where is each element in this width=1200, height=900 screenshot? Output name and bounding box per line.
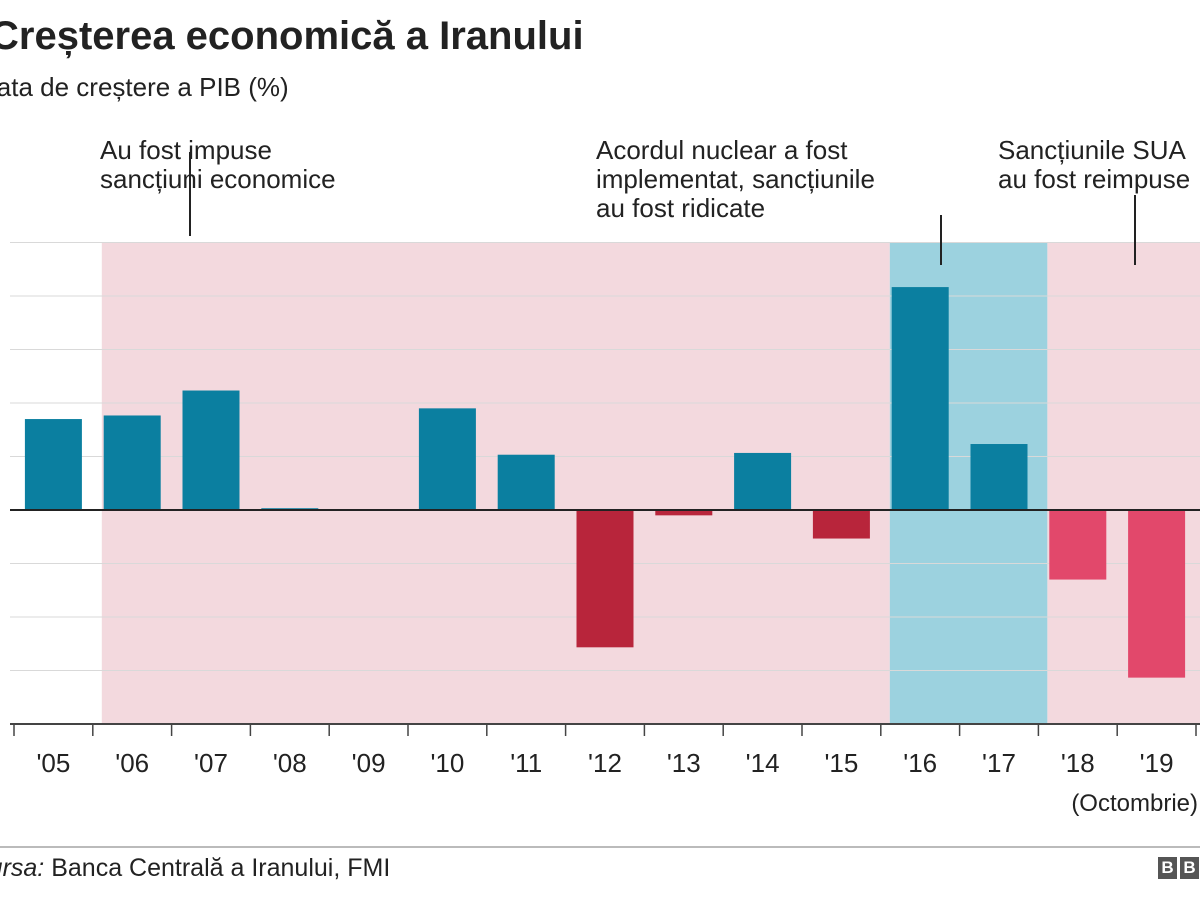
forecast-note: (Octombrie): [1071, 790, 1198, 817]
x-tick-label: '17: [982, 748, 1016, 778]
bar-12: [576, 510, 634, 648]
source: Sursa: Banca Centrală a Iranului, FMI: [0, 854, 390, 883]
bar-15: [812, 510, 870, 539]
x-tick-label: '06: [115, 748, 149, 778]
bar-10: [418, 408, 476, 510]
annotation-sanctions: Au fost impuse sancțiuni economice: [100, 136, 336, 194]
annotation-line: au fost ridicate: [596, 193, 766, 223]
x-tick-label: '05: [36, 748, 70, 778]
x-tick-label: '09: [352, 748, 386, 778]
x-tick-label: '18: [1061, 748, 1095, 778]
footer-divider: [0, 846, 1200, 848]
bar-05: [24, 419, 82, 510]
chart-subtitle: Rata de creștere a PIB (%): [0, 72, 289, 102]
bar-13: [655, 510, 713, 516]
x-tick-label: '16: [903, 748, 937, 778]
x-tick-label: '11: [510, 748, 542, 778]
x-tick-label: '10: [430, 748, 464, 778]
bbc-logo: BBC: [1158, 857, 1200, 879]
x-tick-label: '19: [1140, 748, 1174, 778]
chart-title: Creșterea economică a Iranului: [0, 14, 584, 58]
bar-14: [734, 452, 792, 510]
bar-11: [497, 454, 555, 510]
bar-16: [891, 287, 949, 510]
bar-17: [970, 444, 1028, 510]
annotation-line: au fost reimpuse: [998, 164, 1191, 194]
x-tick-label: '07: [194, 748, 228, 778]
source-label: Sursa:: [0, 854, 45, 882]
x-tick-label: '15: [824, 748, 858, 778]
x-tick-label: '14: [746, 748, 780, 778]
source-text: Banca Centrală a Iranului, FMI: [44, 854, 391, 882]
bar-18: [1049, 510, 1107, 580]
bar-19: [1128, 510, 1186, 678]
annotation-line: Au fost impuse: [100, 135, 272, 165]
x-tick-label: '12: [588, 748, 622, 778]
bar-07: [182, 390, 240, 510]
annotation-line: implementat, sancțiunile: [596, 164, 875, 194]
bar-06: [103, 415, 161, 510]
annotation-nuclear-deal: Acordul nuclear a fost implementat, sanc…: [596, 136, 875, 223]
x-tick-label: '08: [273, 748, 307, 778]
annotation-sanctions-reimposed: Sancțiunile SUA au fost reimpuse: [998, 136, 1190, 194]
annotation-line: Acordul nuclear a fost: [596, 135, 848, 165]
annotation-line: Sancțiunile SUA: [998, 135, 1186, 165]
annotation-line: sancțiuni economice: [100, 164, 336, 194]
x-tick-label: '13: [667, 748, 701, 778]
